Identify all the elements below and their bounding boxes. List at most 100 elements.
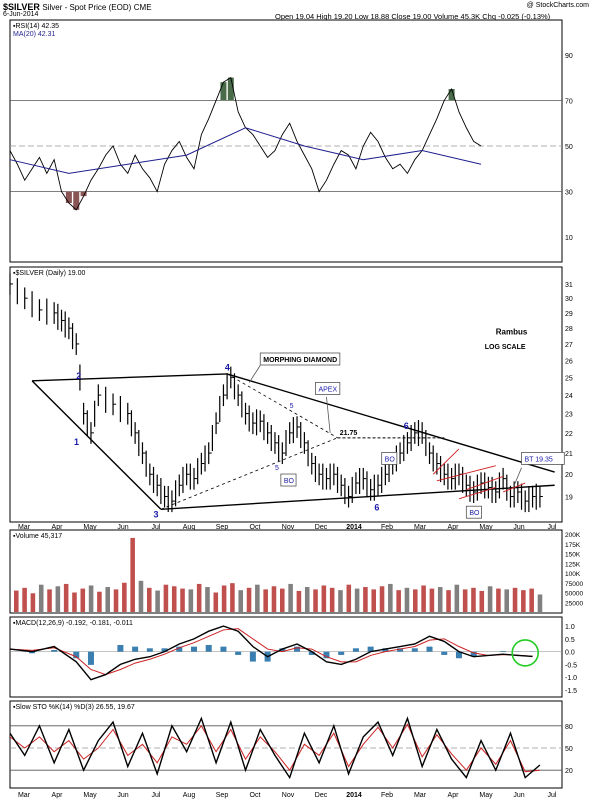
volume-bar xyxy=(280,588,285,612)
price-x-tick-label: May xyxy=(479,524,493,531)
macd-tick-label: 1.0 xyxy=(565,624,575,631)
volume-bar xyxy=(479,590,485,612)
volume-bar xyxy=(213,592,219,612)
point-label-6: 6 xyxy=(404,421,409,431)
price-x-tick-label: Sep xyxy=(216,524,229,531)
symbol-description: Silver - Spot Price (EOD) xyxy=(42,3,132,12)
volume-bar xyxy=(22,587,27,612)
volume-bar xyxy=(147,587,152,612)
macd-histogram-bar xyxy=(279,648,286,652)
volume-bar xyxy=(88,585,94,612)
apex-label: APEX xyxy=(318,386,337,393)
volume-bar xyxy=(246,587,252,612)
sto-x-tick-label: Nov xyxy=(282,792,295,799)
chart-date: 6-Jun-2014 xyxy=(3,11,39,18)
volume-bar xyxy=(346,584,352,612)
volume-bar xyxy=(122,582,127,612)
macd-histogram-bar xyxy=(132,646,139,652)
price-x-tick-label: Jul xyxy=(548,524,557,531)
sto-x-tick-label: Dec xyxy=(315,792,328,799)
volume-bar xyxy=(487,586,493,612)
flag-trendline xyxy=(436,465,496,482)
sto-k-line xyxy=(9,716,541,780)
volume-tick-label: 125K xyxy=(565,561,581,568)
macd-histogram-bar xyxy=(338,651,345,655)
bo-label-3-box xyxy=(465,505,482,519)
flag-trendline xyxy=(466,476,504,491)
volume-bar xyxy=(130,537,135,612)
macd-histogram-bar xyxy=(323,651,330,659)
volume-bar xyxy=(329,587,335,612)
volume-bar xyxy=(288,583,293,612)
macd-histogram-bar xyxy=(191,646,197,652)
price-x-tick-label: Mar xyxy=(414,524,427,531)
rsi-overbought-fill xyxy=(227,77,234,101)
volume-bar xyxy=(413,589,418,612)
volume-bar xyxy=(429,588,435,612)
macd-line xyxy=(9,625,533,681)
macd-histogram-bar xyxy=(87,651,94,665)
point-label-5-mid: 5 xyxy=(275,465,279,472)
volume-bar xyxy=(379,586,385,612)
morphing-diamond-pointer xyxy=(248,365,261,383)
sto-d-line xyxy=(9,723,540,773)
bt-label: BT 19.35 xyxy=(525,456,553,463)
rsi-oversold-fill xyxy=(73,191,80,210)
volume-bar xyxy=(388,583,393,612)
volume-bar xyxy=(321,585,327,612)
volume-tick-label: 100K xyxy=(565,571,581,578)
volume-bar xyxy=(63,583,69,612)
volume-bar xyxy=(296,590,302,612)
log-scale-label: LOG SCALE xyxy=(485,344,526,351)
price-tick-label: 23 xyxy=(565,412,573,419)
volume-tick-label: 50000 xyxy=(565,591,583,598)
volume-bar xyxy=(180,588,185,612)
rsi-oversold-fill xyxy=(65,191,72,203)
price-x-tick-label: Nov xyxy=(282,524,295,531)
rsi-overbought-fill xyxy=(448,89,455,101)
point-label-1: 1 xyxy=(74,437,79,447)
macd-tick-label: -0.5 xyxy=(565,662,577,669)
macd-histogram-bar xyxy=(455,651,462,659)
sto-x-tick-label: May xyxy=(83,792,97,799)
diamond-upper-left-line xyxy=(32,373,228,382)
sto-tick-label: 50 xyxy=(565,746,573,753)
macd-histogram-bar xyxy=(176,646,183,652)
point-label-5: 6 xyxy=(374,502,379,512)
volume-bar xyxy=(404,587,410,612)
macd-histogram-bar xyxy=(308,651,315,655)
rsi-legend: MA(20) 42.31 xyxy=(13,31,56,38)
price-tick-label: 25 xyxy=(565,375,573,382)
volume-bar xyxy=(205,587,210,612)
macd-tick-label: -1.5 xyxy=(565,688,577,695)
sto-x-tick-label: Apr xyxy=(448,792,460,799)
copyright: @ StockCharts.com xyxy=(526,2,589,9)
rsi-ma-line xyxy=(9,127,482,174)
sto-x-tick-label: Feb xyxy=(381,792,393,799)
macd-histogram-bar xyxy=(235,651,242,655)
volume-bar xyxy=(80,588,86,612)
price-x-tick-label: Feb xyxy=(381,524,393,531)
symbol-title: $SILVER Silver - Spot Price (EOD) CME xyxy=(3,2,152,12)
macd-panel-frame xyxy=(9,616,563,698)
macd-signal-line xyxy=(9,628,533,676)
macd-histogram-bar xyxy=(220,646,227,652)
sto-x-tick-label: Mar xyxy=(414,792,427,799)
price-tick-label: 28 xyxy=(565,326,573,333)
volume-bar xyxy=(371,589,377,612)
point-label-2: 2 xyxy=(76,371,81,381)
volume-bar xyxy=(338,590,343,612)
sto-x-tick-label: 2014 xyxy=(346,792,362,799)
volume-bar xyxy=(97,591,102,612)
level-label: 21.75 xyxy=(340,430,358,437)
diamond-upper-right-line xyxy=(226,373,555,473)
flag-trendline xyxy=(458,487,496,500)
price-tick-label: 26 xyxy=(565,358,573,365)
volume-bar xyxy=(462,589,468,612)
volume-title: ▪Volume 45,317 xyxy=(13,533,62,540)
bo-label-1: BO xyxy=(284,478,295,485)
sto-x-tick-label: Aug xyxy=(183,792,196,799)
sto-x-tick-label: Apr xyxy=(52,792,64,799)
volume-bar xyxy=(454,584,460,612)
